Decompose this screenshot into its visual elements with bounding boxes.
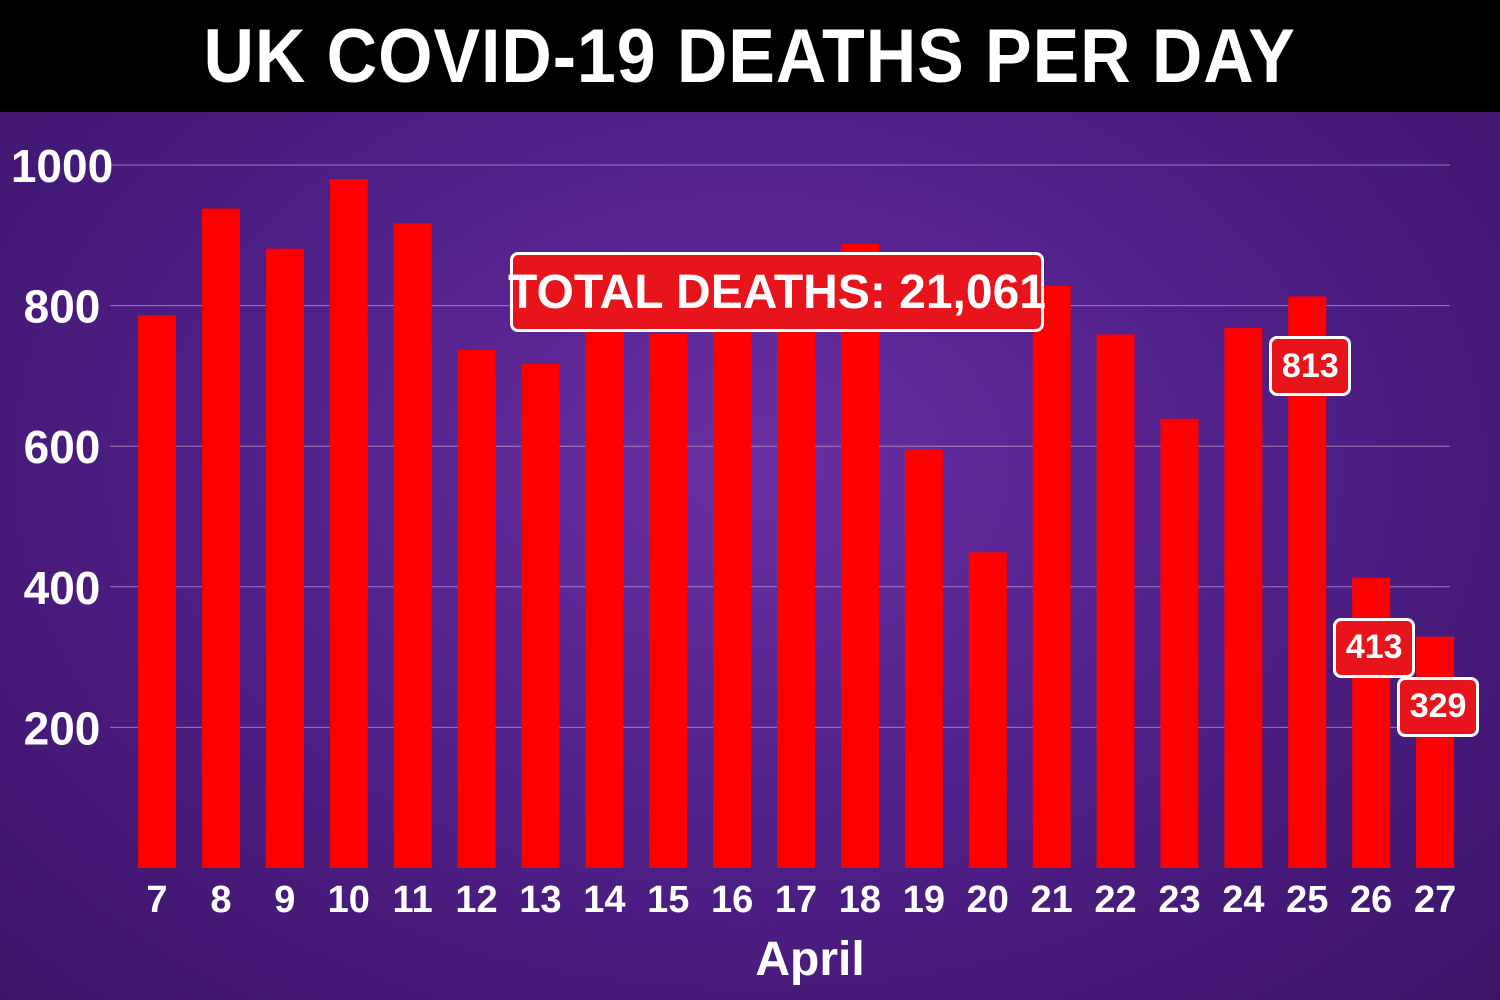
x-tick-label: 16 [711,879,753,921]
bar-april-16 [713,262,752,868]
x-tick-label: 27 [1414,879,1456,921]
y-tick-label: 1000 [11,140,113,192]
x-tick-label: 18 [839,879,881,921]
total-deaths-callout: TOTAL DEATHS: 21,061 [508,252,1046,332]
y-tick-label: 200 [24,702,101,754]
x-tick-label: 9 [274,879,295,921]
x-axis-label: April [755,933,864,986]
bar-april-23 [1160,418,1199,868]
title-bar: UK COVID-19 DEATHS PER DAY [0,0,1500,112]
bar-chart: 200 400 600 800 1000 7 8 9 10 11 12 13 14 15 16 17 18 19 2… [11,140,1456,986]
x-tick-label: 20 [967,879,1009,921]
x-tick-label: 11 [393,879,433,921]
x-tick-label: 10 [328,879,370,921]
x-tick-label: 23 [1158,879,1200,921]
plot-area: 200 400 600 800 1000 7 8 9 10 11 12 13 14 15 16 17 18 19 2… [0,112,1500,1000]
x-tick-label: 7 [146,879,167,921]
bar-april-22 [1096,334,1135,869]
data-label-25: 813 [1269,336,1352,397]
bar-april-7 [138,315,176,868]
x-tick-label: 24 [1222,879,1264,921]
y-tick-label: 800 [24,281,101,333]
data-label-26: 413 [1333,617,1416,678]
bar-april-19 [904,449,943,868]
x-tick-label: 12 [455,879,497,921]
x-tick-label: 22 [1094,879,1136,921]
x-tick-label: 21 [1031,879,1073,921]
x-tick-label: 15 [647,879,689,921]
x-tick-label: 19 [903,879,945,921]
x-tick-label: 26 [1350,879,1392,921]
data-label-27: 329 [1397,676,1480,737]
x-tick-label: 25 [1286,879,1328,921]
bar-april-11 [393,223,432,868]
y-tick-label: 600 [24,421,101,473]
bar-april-24 [1224,328,1263,868]
bar-april-27 [1416,636,1455,868]
bar-april-9 [265,248,304,869]
bar-april-10 [329,179,368,868]
bar-april-20 [968,552,1007,868]
bar-april-12 [457,349,496,868]
bar-april-13 [521,363,560,868]
x-tick-label: 17 [775,879,817,921]
bar-april-21 [1032,285,1071,868]
x-tick-label: 13 [519,879,561,921]
bar-april-14 [585,321,624,868]
bar-april-17 [777,272,816,869]
y-tick-label: 400 [24,562,101,614]
bar-april-15 [649,333,688,869]
x-tick-label: 8 [210,879,231,921]
bar-april-18 [840,243,879,869]
bar-april-8 [201,208,240,868]
chart-title: UK COVID-19 DEATHS PER DAY [203,13,1297,99]
x-tick-label: 14 [583,879,625,921]
